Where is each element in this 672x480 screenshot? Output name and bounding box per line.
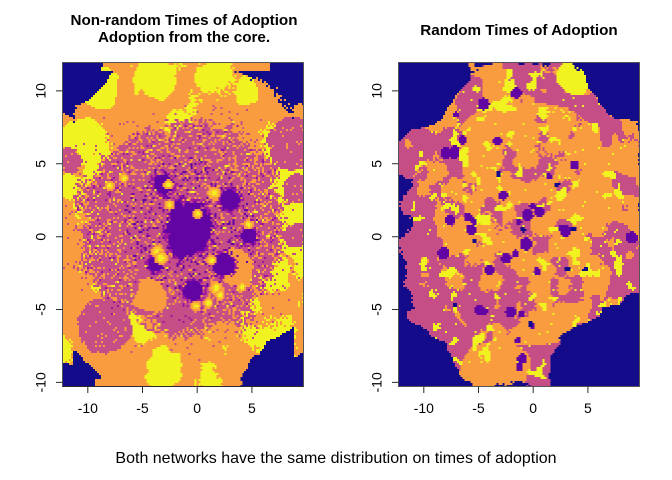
- svg-text:-10: -10: [33, 372, 49, 392]
- svg-text:-5: -5: [472, 400, 485, 416]
- svg-text:5: 5: [248, 400, 256, 416]
- svg-text:-10: -10: [78, 400, 98, 416]
- svg-text:0: 0: [369, 233, 385, 241]
- svg-text:0: 0: [33, 233, 49, 241]
- svg-text:-5: -5: [33, 303, 49, 316]
- svg-text:10: 10: [33, 83, 49, 99]
- svg-text:5: 5: [369, 160, 385, 168]
- svg-text:0: 0: [193, 400, 201, 416]
- svg-text:5: 5: [584, 400, 592, 416]
- svg-text:-5: -5: [369, 303, 385, 316]
- svg-text:-5: -5: [136, 400, 149, 416]
- svg-text:10: 10: [369, 83, 385, 99]
- svg-text:0: 0: [529, 400, 537, 416]
- svg-text:5: 5: [33, 160, 49, 168]
- svg-text:-10: -10: [369, 372, 385, 392]
- svg-text:-10: -10: [414, 400, 434, 416]
